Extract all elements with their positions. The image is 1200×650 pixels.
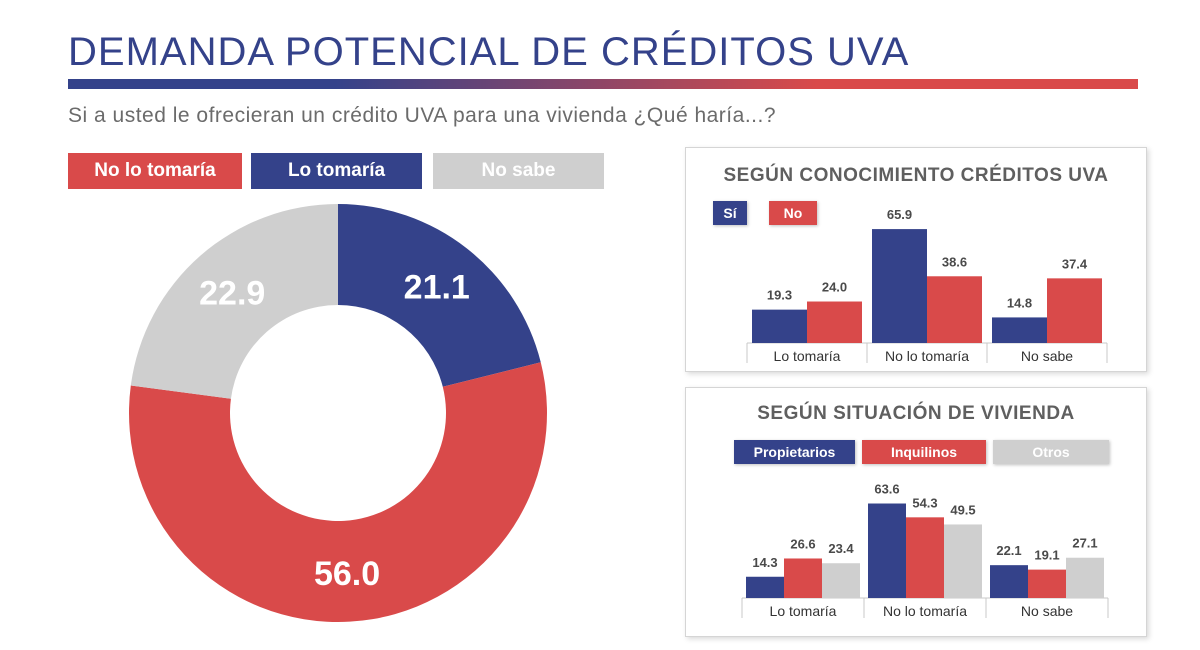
value-label-otros-no-sabe: 27.1 [1072, 536, 1097, 551]
legend-no: No [769, 201, 817, 225]
bar-chart-conocimiento: 19.3 24.0 Lo tomaría 65.9 38.6 No lo tomaría 1… [746, 207, 1108, 364]
value-label-propietarios-lo-tomaria: 14.3 [752, 555, 777, 570]
bar-otros-no-sabe [1066, 557, 1104, 598]
donut-label-lo-tomaria: 21.1 [404, 268, 470, 306]
value-label-inquilinos-lo-tomaria: 26.6 [790, 536, 815, 551]
value-label-inquilinos-no-sabe: 19.1 [1034, 548, 1059, 563]
donut-slice-no-sabe [130, 204, 338, 399]
panel-conocimiento: SEGÚN CONOCIMIENTO CRÉDITOS UVA Sí No 19… [685, 147, 1147, 372]
category-label-no-sabe: No sabe [1021, 348, 1073, 364]
panel-vivienda: SEGÚN SITUACIÓN DE VIVIENDA Propietarios… [685, 387, 1147, 637]
legend-propietarios: Propietarios [734, 440, 855, 464]
bar-no-no-lo-tomaria [927, 276, 982, 343]
donut-label-no-sabe: 22.9 [199, 274, 265, 312]
donut-chart: 21.1 56.0 22.9 [129, 204, 547, 623]
value-label-propietarios-no-lo-tomaria: 63.6 [874, 482, 899, 497]
bar-si-no-sabe [992, 317, 1047, 343]
bar-chart-vivienda: 14.3 26.6 23.4 Lo tomaría 63.6 54.3 49.5 No lo … [741, 482, 1109, 619]
category-label-no-sabe: No sabe [1021, 603, 1073, 619]
legend-inquilinos: Inquilinos [862, 440, 986, 464]
value-label-no-no-lo-tomaria: 38.6 [942, 254, 967, 269]
legend-otros: Otros [993, 440, 1109, 464]
panel-title-vivienda: SEGÚN SITUACIÓN DE VIVIENDA [757, 403, 1075, 424]
question-subtitle: Si a usted le ofrecieran un crédito UVA … [68, 104, 776, 127]
panel-title-conocimiento: SEGÚN CONOCIMIENTO CRÉDITOS UVA [723, 165, 1109, 186]
category-label-no-lo-tomaria: No lo tomaría [883, 603, 967, 619]
bar-no-lo-tomaria [807, 301, 862, 343]
value-label-otros-no-lo-tomaria: 49.5 [950, 502, 975, 517]
category-label-lo-tomaria: Lo tomaría [770, 603, 837, 619]
donut-label-no-lo-tomaria: 56.0 [314, 555, 380, 593]
value-label-no-lo-tomaria: 24.0 [822, 280, 847, 295]
bar-otros-lo-tomaria [822, 563, 860, 598]
legend-no-lo-tomaria: No lo tomaría [68, 153, 242, 189]
value-label-si-lo-tomaria: 19.3 [767, 288, 792, 303]
bar-propietarios-no-sabe [990, 565, 1028, 598]
bar-otros-no-lo-tomaria [944, 524, 982, 598]
bar-si-lo-tomaria [752, 309, 807, 343]
bar-inquilinos-no-lo-tomaria [906, 517, 944, 598]
page-title: DEMANDA POTENCIAL DE CRÉDITOS UVA [68, 30, 910, 74]
value-label-inquilinos-no-lo-tomaria: 54.3 [912, 495, 937, 510]
legend-no-sabe: No sabe [433, 153, 604, 189]
legend-lo-tomaria: Lo tomaría [251, 153, 422, 189]
bar-propietarios-lo-tomaria [746, 576, 784, 598]
bar-no-no-sabe [1047, 278, 1102, 343]
donut-slice-no-lo-tomaria [129, 362, 547, 623]
value-label-no-no-sabe: 37.4 [1062, 256, 1088, 271]
value-label-si-no-sabe: 14.8 [1007, 295, 1032, 310]
title-divider [68, 79, 1138, 89]
bar-si-no-lo-tomaria [872, 229, 927, 343]
legend-si: Sí [713, 201, 747, 225]
bar-propietarios-no-lo-tomaria [868, 503, 906, 598]
bar-inquilinos-lo-tomaria [784, 558, 822, 598]
category-label-no-lo-tomaria: No lo tomaría [885, 348, 969, 364]
category-label-lo-tomaria: Lo tomaría [774, 348, 841, 364]
value-label-otros-lo-tomaria: 23.4 [828, 541, 854, 556]
value-label-si-no-lo-tomaria: 65.9 [887, 207, 912, 222]
bar-inquilinos-no-sabe [1028, 569, 1066, 598]
donut-slice-lo-tomaria [338, 204, 541, 387]
value-label-propietarios-no-sabe: 22.1 [996, 543, 1021, 558]
